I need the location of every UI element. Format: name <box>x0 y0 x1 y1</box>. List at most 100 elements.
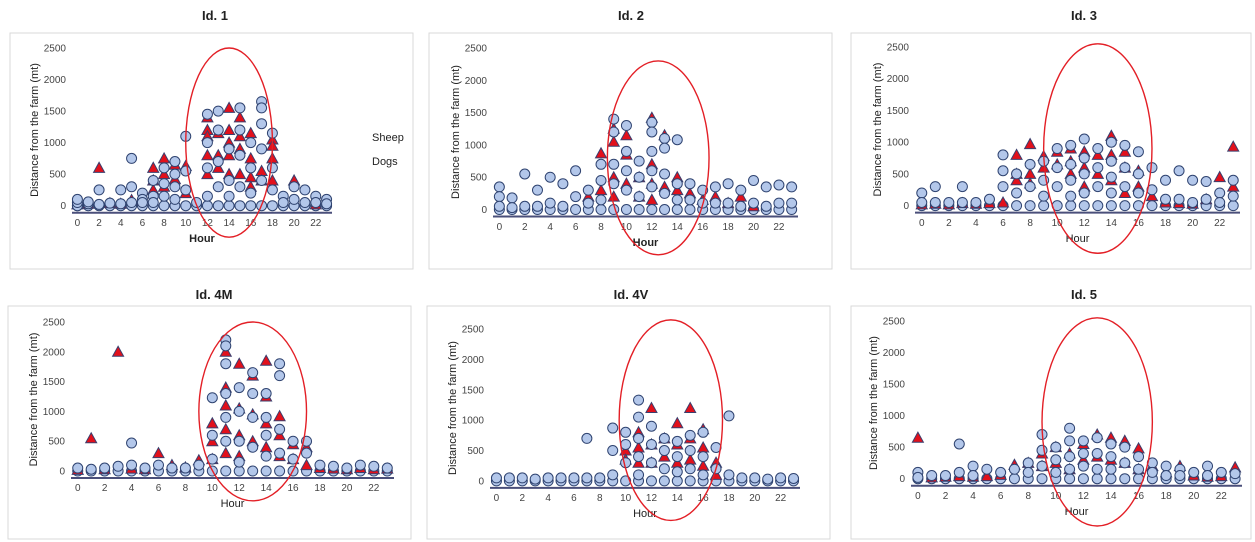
sheep-point <box>84 431 98 444</box>
legend-dogs-label: Dogs <box>372 156 398 168</box>
dog-point <box>266 184 278 196</box>
dog-point <box>506 202 518 214</box>
dog-point <box>516 472 528 484</box>
dog-point <box>139 462 151 474</box>
y-tick-label: 2000 <box>887 74 910 85</box>
dog-point <box>147 174 159 186</box>
dog-point <box>581 432 593 444</box>
x-tick-label: 6 <box>571 493 577 504</box>
dog-point <box>220 388 232 400</box>
sheep-point <box>219 446 233 459</box>
dog-point <box>645 457 657 469</box>
dog-point <box>557 178 569 190</box>
dog-point <box>1051 181 1063 193</box>
dog-point <box>310 197 322 209</box>
dog-point <box>1022 466 1034 478</box>
dog-point <box>1038 200 1050 212</box>
sheep-point <box>233 167 247 180</box>
dog-point <box>659 187 671 199</box>
dog-point <box>684 204 696 216</box>
dog-point <box>256 143 268 155</box>
y-tick-label: 1000 <box>887 138 910 149</box>
dog-point <box>169 181 181 193</box>
dog-point <box>1064 435 1076 447</box>
dog-point <box>773 197 785 209</box>
dog-point <box>180 200 192 212</box>
y-tick-label: 1000 <box>462 416 485 427</box>
x-tick-label: 22 <box>1216 491 1228 502</box>
dog-point <box>633 191 645 203</box>
x-tick-label: 22 <box>368 483 380 494</box>
dog-point <box>773 179 785 191</box>
y-tick-label: 0 <box>481 205 487 216</box>
dog-point <box>581 472 593 484</box>
dog-point <box>169 156 181 168</box>
dog-point <box>684 445 696 457</box>
x-tick-label: 18 <box>1160 218 1172 229</box>
dog-point <box>620 204 632 216</box>
dog-point <box>85 463 97 475</box>
highlight-ellipse <box>606 60 710 256</box>
dog-point <box>1214 196 1226 208</box>
dog-point <box>1160 174 1172 186</box>
dog-point <box>1146 184 1158 196</box>
dog-point <box>234 149 246 161</box>
sheep-point <box>111 345 125 357</box>
sheep-point <box>607 135 621 147</box>
dog-point <box>671 178 683 190</box>
dog-point <box>735 200 747 212</box>
x-tick-label: 18 <box>1161 491 1173 502</box>
x-tick-label: 0 <box>915 491 921 502</box>
dog-point <box>1036 473 1048 485</box>
dog-point <box>223 174 235 186</box>
chart-frame <box>850 305 1252 540</box>
dog-point <box>748 197 760 209</box>
dog-point <box>1078 200 1090 212</box>
x-tick-label: 18 <box>723 493 735 504</box>
y-tick-label: 500 <box>470 173 487 184</box>
sheep-point <box>152 446 165 459</box>
x-tick-label: 12 <box>646 222 658 233</box>
sheep-point <box>146 161 160 173</box>
x-tick-label: 20 <box>341 483 353 494</box>
dog-point <box>620 457 632 469</box>
dog-point <box>633 432 645 444</box>
dog-point <box>314 459 326 471</box>
sheep-point <box>222 101 236 113</box>
dog-point <box>233 435 245 447</box>
dog-point <box>126 197 138 209</box>
dog-point <box>633 204 645 216</box>
chart-panel-6: Id. 5 0 500 1000 1500 2000 2500 0 2 4 6 8 10 12 14 16 18… <box>850 287 1252 540</box>
sheep-point <box>92 161 106 173</box>
x-axis-label: Hour <box>1065 506 1089 518</box>
dog-point <box>595 174 607 186</box>
dog-point <box>288 193 300 205</box>
dog-point <box>1187 174 1199 186</box>
dog-point <box>490 472 502 484</box>
dog-point <box>671 204 683 216</box>
dog-point <box>1227 200 1239 212</box>
dog-point <box>1064 422 1076 434</box>
x-tick-label: 8 <box>597 493 603 504</box>
dog-point <box>1078 168 1090 180</box>
dog-point <box>786 197 798 209</box>
dog-point <box>1077 460 1089 472</box>
dog-point <box>1200 193 1212 205</box>
x-tick-label: 4 <box>545 493 551 504</box>
dog-point <box>1078 187 1090 199</box>
dog-point <box>570 165 582 177</box>
dog-point <box>1173 165 1185 177</box>
dog-point <box>723 410 735 422</box>
dog-point <box>260 411 272 423</box>
dog-point <box>916 187 928 199</box>
dog-point <box>697 426 709 438</box>
chart-title: Id. 3 <box>1071 8 1097 23</box>
x-tick-label: 14 <box>224 218 236 229</box>
dog-point <box>321 198 333 210</box>
dog-point <box>1050 454 1062 466</box>
dog-point <box>684 463 696 475</box>
dog-point <box>659 142 671 154</box>
dog-point <box>247 367 259 379</box>
x-tick-label: 0 <box>494 493 500 504</box>
dog-point <box>760 200 772 212</box>
